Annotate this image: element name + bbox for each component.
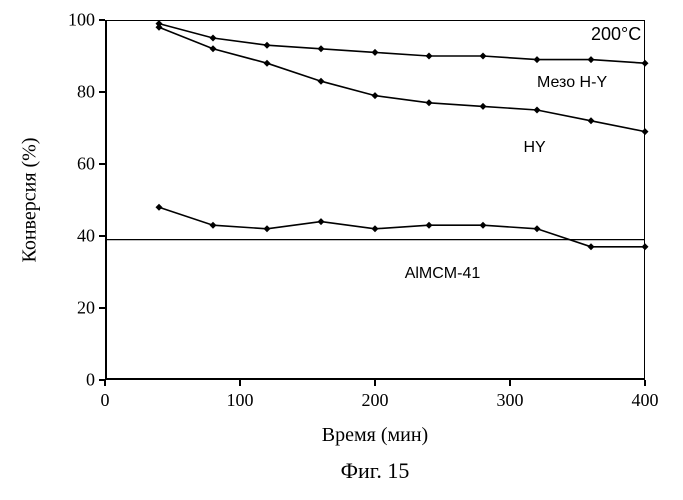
data-marker (534, 107, 541, 114)
data-marker (426, 99, 433, 106)
series-label: HY (524, 139, 546, 157)
data-marker (534, 225, 541, 232)
data-marker (210, 35, 217, 42)
data-marker (156, 204, 163, 211)
data-marker (480, 222, 487, 229)
y-tick-label: 100 (61, 10, 95, 31)
data-marker (264, 225, 271, 232)
data-marker (426, 222, 433, 229)
figure-caption: Фиг. 15 (341, 458, 410, 484)
y-axis-label: Конверсия (%) (19, 137, 42, 262)
data-marker (318, 78, 325, 85)
y-tick (99, 163, 105, 165)
series-label: AlMCM-41 (405, 265, 481, 283)
data-marker (588, 117, 595, 124)
data-marker (534, 56, 541, 63)
data-marker (372, 92, 379, 99)
x-tick (644, 380, 646, 386)
x-tick (509, 380, 511, 386)
x-tick-label: 0 (101, 390, 110, 411)
y-tick-label: 0 (61, 370, 95, 391)
data-marker (210, 45, 217, 52)
x-axis-label: Время (мин) (322, 424, 428, 447)
figure: Конверсия (%) Время (мин) Фиг. 15 200°C … (0, 0, 683, 500)
data-marker (264, 60, 271, 67)
data-marker (588, 56, 595, 63)
y-tick-label: 60 (61, 154, 95, 175)
x-tick-label: 100 (227, 390, 254, 411)
data-marker (642, 128, 649, 135)
data-marker (264, 42, 271, 49)
y-tick (99, 307, 105, 309)
series-line (159, 207, 645, 247)
x-tick-label: 200 (362, 390, 389, 411)
x-tick (104, 380, 106, 386)
data-marker (480, 103, 487, 110)
x-tick (239, 380, 241, 386)
data-marker (588, 243, 595, 250)
data-marker (642, 243, 649, 250)
x-tick-label: 300 (497, 390, 524, 411)
y-tick-label: 20 (61, 298, 95, 319)
x-tick (374, 380, 376, 386)
y-tick (99, 91, 105, 93)
y-tick (99, 235, 105, 237)
data-marker (372, 225, 379, 232)
y-tick-label: 40 (61, 226, 95, 247)
data-marker (318, 218, 325, 225)
data-marker (372, 49, 379, 56)
y-tick (99, 19, 105, 21)
data-marker (426, 53, 433, 60)
data-marker (318, 45, 325, 52)
data-marker (642, 60, 649, 67)
series-label: Мезо H-Y (537, 74, 607, 92)
data-marker (480, 53, 487, 60)
x-tick-label: 400 (632, 390, 659, 411)
temperature-annotation: 200°C (591, 24, 641, 45)
y-tick-label: 80 (61, 82, 95, 103)
series-line (159, 24, 645, 64)
data-marker (210, 222, 217, 229)
